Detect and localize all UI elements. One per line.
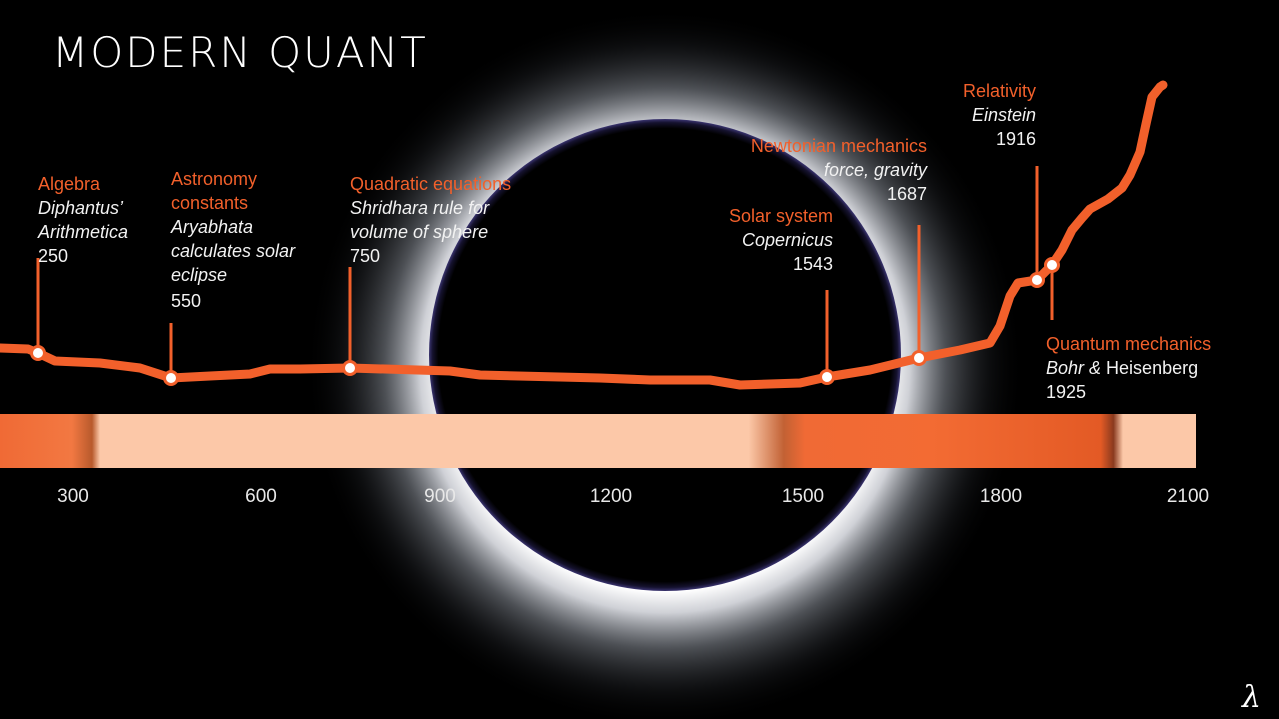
point-newton (911, 350, 927, 366)
event-solar-system: Solar system Copernicus 1543 (729, 204, 833, 276)
event-heading: Algebra (38, 174, 101, 194)
event-detail: Einstein (971, 105, 1036, 125)
event-detail: force, gravity (823, 160, 927, 180)
axis-tick-label: 1500 (781, 486, 825, 507)
event-detail: Heisenberg (1106, 358, 1199, 378)
timeline-band (0, 414, 1196, 468)
axis-tick-label: 900 (424, 486, 456, 507)
axis-tick-label: 1800 (979, 486, 1023, 507)
point-quantum (1044, 257, 1060, 273)
event-newtonian: Newtonian mechanics force, gravity 1687 (751, 134, 927, 206)
event-detail: Copernicus (741, 230, 833, 250)
event-detail: Diphantus’ (38, 198, 124, 218)
progress-curve (0, 80, 1168, 390)
event-relativity: Relativity Einstein 1916 (963, 79, 1036, 151)
event-year: 1916 (995, 129, 1036, 149)
event-algebra: Algebra Diphantus’ Arithmetica 250 (38, 172, 128, 268)
axis-tick-label: 2100 (1166, 486, 1210, 507)
point-astronomy (163, 370, 179, 386)
event-year: 1925 (1046, 382, 1087, 402)
event-heading: Quadratic equations (350, 174, 512, 194)
event-quantum: Quantum mechanics Bohr & Heisenberg 1925 (1046, 332, 1211, 404)
point-quadratic (342, 360, 358, 376)
event-detail: Aryabhata (171, 217, 254, 237)
event-year: 750 (350, 246, 381, 266)
event-quadratic: Quadratic equations Shridhara rule for v… (350, 172, 511, 268)
event-markers (36, 166, 1054, 378)
event-heading: Solar system (728, 206, 833, 226)
event-astronomy: Astronomy constants Aryabhata calculates… (171, 167, 295, 313)
event-detail: calculates solar (171, 241, 296, 261)
slide-title: MODERN QUANT (52, 28, 428, 77)
axis-tick-label: 600 (245, 486, 277, 507)
event-heading: Relativity (962, 81, 1036, 101)
event-detail: Bohr & (1046, 358, 1102, 378)
event-points (30, 257, 1060, 386)
event-detail: volume of sphere (350, 222, 489, 242)
event-heading: Astronomy (171, 169, 258, 189)
point-relativity (1029, 272, 1045, 288)
event-year: 550 (171, 291, 202, 311)
event-heading: Quantum mechanics (1046, 334, 1212, 354)
event-heading: Newtonian mechanics (750, 136, 927, 156)
axis-tick-label: 1200 (589, 486, 633, 507)
event-heading: constants (171, 193, 249, 213)
event-year: 1687 (886, 184, 927, 204)
event-year: 1543 (792, 254, 833, 274)
point-solar (819, 369, 835, 385)
brand-logo-icon: λ (1242, 680, 1262, 715)
axis-tick-label: 300 (57, 486, 89, 507)
event-year: 250 (38, 246, 69, 266)
event-detail: eclipse (171, 265, 228, 285)
event-detail: Shridhara rule for (350, 198, 490, 218)
point-algebra (30, 345, 46, 361)
event-detail: Arithmetica (38, 222, 129, 242)
